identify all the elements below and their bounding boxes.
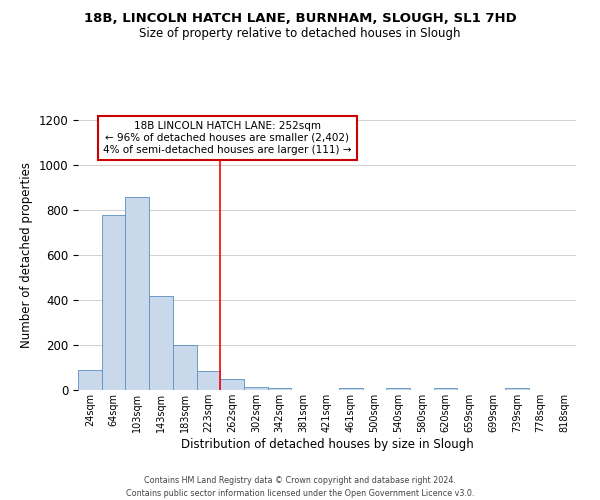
Bar bbox=[244, 386, 268, 390]
Bar bbox=[220, 379, 244, 390]
X-axis label: Distribution of detached houses by size in Slough: Distribution of detached houses by size … bbox=[181, 438, 473, 450]
Text: 18B LINCOLN HATCH LANE: 252sqm
← 96% of detached houses are smaller (2,402)
4% o: 18B LINCOLN HATCH LANE: 252sqm ← 96% of … bbox=[103, 122, 352, 154]
Bar bbox=[197, 371, 220, 390]
Bar bbox=[386, 388, 410, 390]
Bar bbox=[268, 388, 292, 390]
Bar bbox=[125, 196, 149, 390]
Bar bbox=[149, 296, 173, 390]
Bar bbox=[505, 388, 529, 390]
Bar bbox=[339, 388, 362, 390]
Bar bbox=[173, 345, 197, 390]
Y-axis label: Number of detached properties: Number of detached properties bbox=[20, 162, 33, 348]
Bar bbox=[102, 214, 125, 390]
Bar bbox=[434, 388, 457, 390]
Text: Contains HM Land Registry data © Crown copyright and database right 2024.
Contai: Contains HM Land Registry data © Crown c… bbox=[126, 476, 474, 498]
Text: Size of property relative to detached houses in Slough: Size of property relative to detached ho… bbox=[139, 28, 461, 40]
Bar bbox=[78, 370, 102, 390]
Text: 18B, LINCOLN HATCH LANE, BURNHAM, SLOUGH, SL1 7HD: 18B, LINCOLN HATCH LANE, BURNHAM, SLOUGH… bbox=[83, 12, 517, 26]
